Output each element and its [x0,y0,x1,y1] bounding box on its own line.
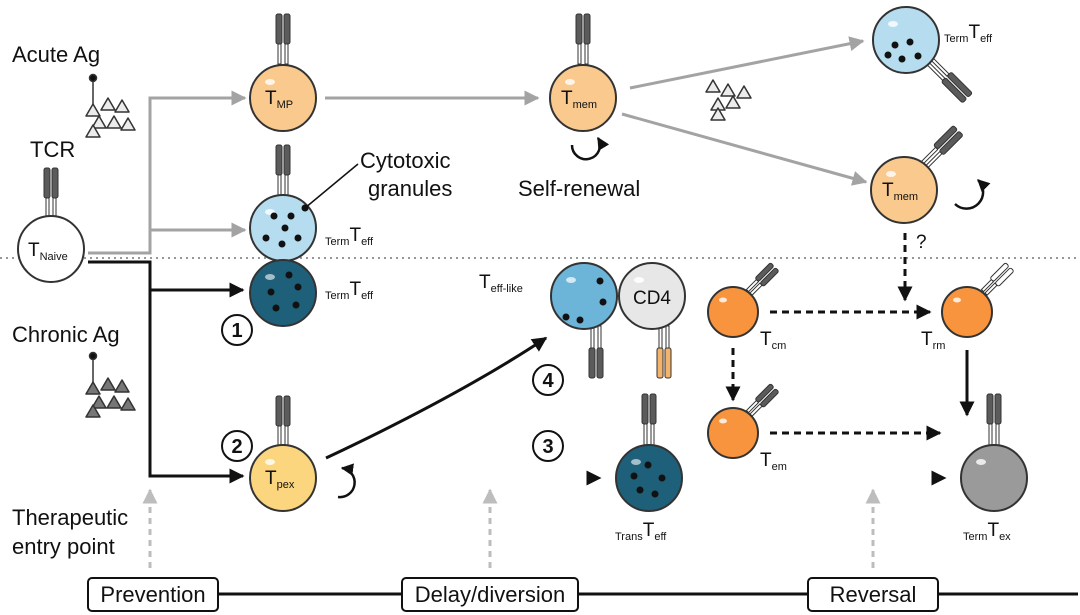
self-renewal-label: Self-renewal [518,176,640,201]
term-teff-acute-label: TermTeff [944,22,993,45]
therapeutic-arrows [142,488,881,568]
tmp-label: TMP [265,88,293,111]
tcr-label: TCR [30,137,75,162]
tpex-loop-icon [337,463,356,499]
trans-teff-label: TransTeff [615,520,667,543]
tem-label: Tem [760,450,787,473]
acute-antigen-icon [85,73,136,138]
term-tex-cell [960,444,1028,512]
therapeutic-label-line1: Therapeutic [12,505,128,530]
trm-label: Trm [921,329,945,352]
svg-text:Reversal: Reversal [830,582,917,607]
cd4-label: CD4 [633,288,671,309]
stage-delay-diversion: Delay/diversion [401,577,579,612]
tmp-cell [249,64,317,132]
naive-cell [17,215,85,283]
svg-text:Delay/diversion: Delay/diversion [415,582,565,607]
tmem-mid-label: Tmem [561,88,597,111]
chronic-antigen-icon [85,351,136,418]
tcm-label: Tcm [760,329,786,352]
acute-antigen-cluster-icon [705,79,752,121]
acute-arrows [88,36,868,255]
tem-cell [707,407,759,459]
tpex-cell [249,444,317,512]
arrow-tmem-to-term-teff [629,36,865,90]
tpex-label: Tpex [265,468,295,491]
arrow-tmem-to-tmem-right [621,112,868,186]
dashed-arrows [725,233,942,441]
trans-teff-cell [615,444,683,512]
self-renewal-loop-icon [570,136,610,161]
cytotoxic-pointer-dot [301,204,309,212]
naive-label: TNaive [28,240,68,263]
svg-text:1: 1 [231,320,242,342]
cd4-receptor-icon [656,325,672,379]
number-badge-4: 4 [532,364,564,396]
chronic-arrows [88,260,975,486]
tmem-right-cell [870,156,938,224]
arrow-naive-to-term-teff-dark [88,260,245,298]
cytotoxic-label-line2: granules [368,176,452,201]
number-badge-1: 1 [221,314,253,346]
therapeutic-label-line2: entry point [12,534,115,559]
term-teff-dark-cell [249,259,317,327]
term-tex-label: TermTex [963,520,1011,543]
term-teff-dark-label: TermTeff [325,279,374,302]
arrow-tpex-to-teff-like [325,336,548,460]
stage-prevention: Prevention [87,577,219,612]
angled-tcr-icons [745,57,1014,417]
chronic-ag-label: Chronic Ag [12,322,120,347]
trm-cell [941,286,993,338]
stage-reversal: Reversal [807,577,939,612]
teff-like-cell [550,262,618,330]
cytotoxic-pointer-line [304,163,359,209]
tcm-cell [707,286,759,338]
svg-text:Prevention: Prevention [100,582,205,607]
tmem-right-label: Tmem [882,180,918,203]
number-badge-3: 3 [532,430,564,462]
number-badge-2: 2 [221,430,253,462]
question-mark: ? [916,232,927,253]
teff-like-label: Teff-like [479,272,523,295]
arrow-naive-to-tpex [148,290,245,484]
arrow-naive-to-tmp [88,90,247,255]
cytotoxic-label-line1: Cytotoxic [360,148,450,173]
cd4-cell [618,262,686,330]
term-teff-acute-cell [872,6,940,74]
tmem-mid-cell [549,64,617,132]
svg-text:2: 2 [231,436,242,458]
svg-text:3: 3 [542,436,553,458]
acute-ag-label: Acute Ag [12,42,100,67]
term-teff-light-label: TermTeff [325,225,374,248]
tmem-loop-icon [954,179,991,210]
svg-text:4: 4 [542,370,554,392]
